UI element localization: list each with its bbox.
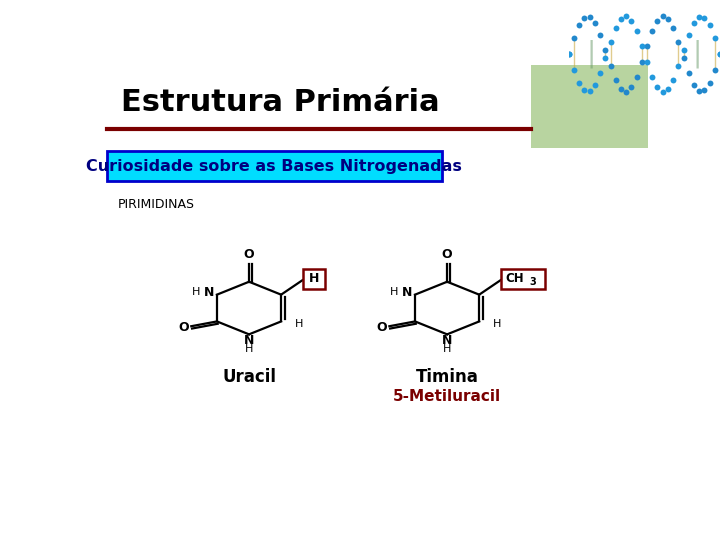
- Text: H: H: [192, 287, 201, 297]
- Point: [642, 58, 653, 66]
- Text: N: N: [402, 286, 413, 299]
- Bar: [531, 65, 648, 148]
- Point: [652, 83, 663, 92]
- Point: [579, 14, 590, 22]
- Point: [621, 87, 632, 96]
- Text: Estrutura Primária: Estrutura Primária: [121, 87, 439, 117]
- Point: [698, 86, 710, 94]
- Point: [652, 16, 663, 25]
- Text: H: H: [309, 272, 320, 285]
- Text: N: N: [442, 334, 452, 347]
- Point: [626, 16, 637, 25]
- Text: Timina: Timina: [415, 368, 479, 387]
- Point: [594, 30, 606, 39]
- Point: [678, 45, 689, 54]
- Point: [605, 38, 616, 46]
- Point: [631, 72, 642, 81]
- Point: [594, 69, 606, 78]
- Point: [610, 76, 621, 84]
- Point: [657, 12, 668, 21]
- Text: O: O: [243, 248, 254, 261]
- Point: [688, 18, 700, 27]
- Point: [688, 81, 700, 90]
- Text: H: H: [295, 319, 303, 329]
- Point: [615, 15, 626, 23]
- Text: H: H: [443, 343, 451, 354]
- Point: [573, 78, 585, 87]
- Point: [584, 12, 595, 21]
- Point: [600, 45, 611, 54]
- Point: [714, 50, 720, 58]
- Text: N: N: [244, 334, 254, 347]
- Text: O: O: [442, 248, 452, 261]
- Point: [621, 12, 632, 21]
- Point: [647, 72, 658, 81]
- Point: [636, 42, 647, 50]
- Bar: [107, 151, 441, 181]
- Point: [600, 54, 611, 63]
- Point: [605, 62, 616, 70]
- Point: [662, 15, 674, 23]
- Text: H: H: [390, 287, 399, 297]
- Point: [693, 12, 705, 21]
- Text: 5-Metiluracil: 5-Metiluracil: [393, 389, 501, 404]
- Point: [568, 34, 580, 43]
- Point: [667, 76, 679, 84]
- Point: [698, 14, 710, 22]
- Text: |: |: [693, 40, 702, 68]
- Point: [584, 87, 595, 96]
- Text: O: O: [179, 321, 189, 334]
- Text: O: O: [377, 321, 387, 334]
- Point: [568, 65, 580, 74]
- Point: [693, 87, 705, 96]
- Point: [683, 69, 695, 78]
- Point: [657, 87, 668, 96]
- Point: [615, 85, 626, 93]
- Bar: [501, 269, 544, 289]
- Text: H: H: [493, 319, 501, 329]
- Text: CH: CH: [506, 272, 524, 285]
- Point: [667, 24, 679, 32]
- Text: PIRIMIDINAS: PIRIMIDINAS: [118, 198, 195, 211]
- Point: [563, 50, 575, 58]
- Point: [714, 50, 720, 58]
- Text: Curiosidade sobre as Bases Nitrogenadas: Curiosidade sobre as Bases Nitrogenadas: [86, 159, 462, 174]
- Text: N: N: [204, 286, 215, 299]
- Point: [573, 21, 585, 30]
- Point: [610, 24, 621, 32]
- Point: [631, 27, 642, 36]
- Point: [589, 18, 600, 27]
- Point: [672, 38, 684, 46]
- Text: 3: 3: [530, 277, 536, 287]
- Point: [563, 50, 575, 58]
- Text: Uracil: Uracil: [222, 368, 276, 387]
- Point: [642, 42, 653, 50]
- Point: [589, 81, 600, 90]
- Bar: [303, 269, 325, 289]
- Point: [636, 58, 647, 66]
- Point: [678, 54, 689, 63]
- Point: [704, 78, 716, 87]
- Point: [683, 30, 695, 39]
- Point: [626, 83, 637, 92]
- Point: [662, 85, 674, 93]
- Point: [704, 21, 716, 30]
- Point: [647, 27, 658, 36]
- Point: [709, 34, 720, 43]
- Text: |: |: [587, 40, 596, 68]
- Point: [579, 86, 590, 94]
- Point: [672, 62, 684, 70]
- Text: H: H: [245, 343, 253, 354]
- Point: [709, 65, 720, 74]
